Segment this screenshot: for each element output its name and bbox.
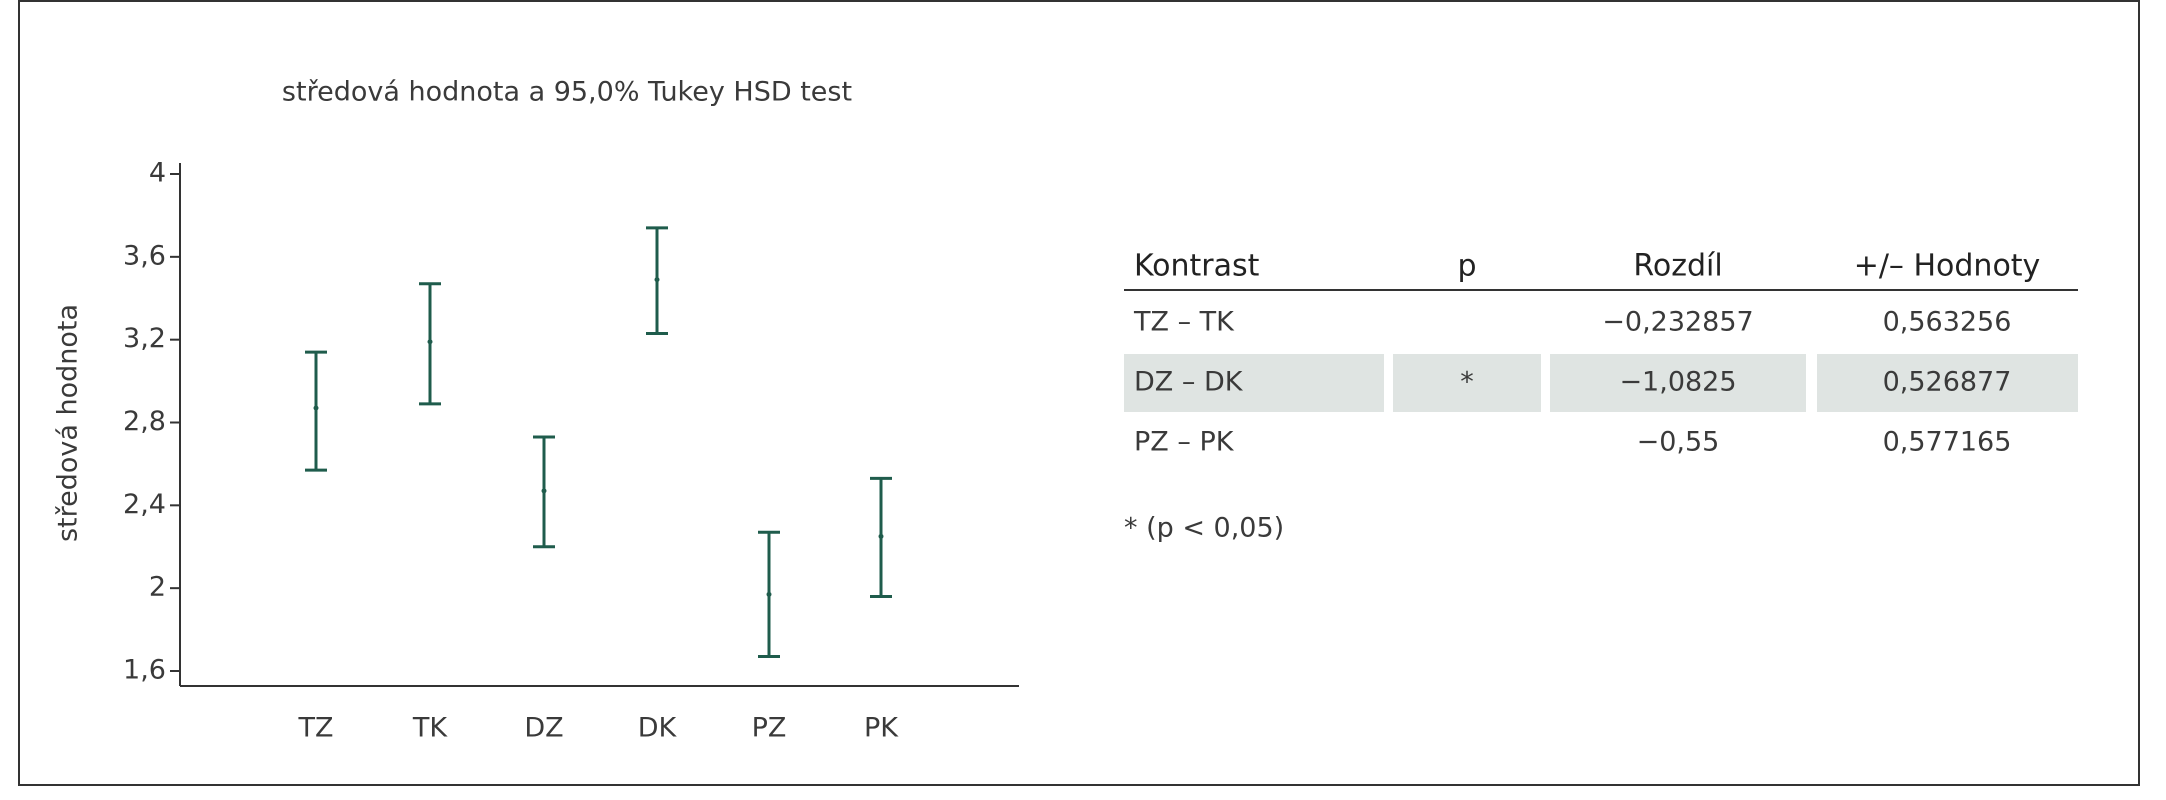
row-shade bbox=[1393, 354, 1541, 412]
table-cell: 0,526877 bbox=[1883, 367, 2012, 398]
table-cell: 0,563256 bbox=[1883, 307, 2012, 338]
mean-point bbox=[766, 591, 772, 597]
y-tick-label: 3,2 bbox=[123, 323, 166, 354]
mean-point bbox=[313, 405, 319, 411]
error-bar bbox=[419, 282, 441, 406]
x-tick-label: PZ bbox=[752, 713, 787, 744]
row-shade bbox=[1550, 354, 1806, 412]
y-tick-label: 2,8 bbox=[123, 406, 166, 437]
mean-point bbox=[427, 339, 433, 345]
table-cell: −0,232857 bbox=[1602, 307, 1753, 338]
y-tick-label: 2 bbox=[149, 572, 166, 603]
error-bar bbox=[870, 476, 892, 598]
mean-point bbox=[654, 277, 660, 283]
y-tick-label: 1,6 bbox=[123, 655, 166, 686]
frame bbox=[18, 0, 2140, 786]
table-cell: −1,0825 bbox=[1619, 367, 1736, 398]
table-cell: * bbox=[1460, 367, 1474, 398]
y-tick-label: 3,6 bbox=[123, 240, 166, 271]
mean-point bbox=[878, 533, 884, 539]
footnote: * (p < 0,05) bbox=[1124, 513, 1284, 544]
y-tick-label: 4 bbox=[149, 158, 166, 189]
row-shade bbox=[1124, 354, 1384, 412]
table-cell: DZ – DK bbox=[1134, 367, 1244, 398]
table-header: p bbox=[1457, 249, 1476, 284]
x-tick-label: PK bbox=[864, 713, 899, 744]
error-bar bbox=[305, 350, 327, 472]
x-tick-label: DK bbox=[638, 713, 678, 744]
x-tick-label: DZ bbox=[524, 713, 563, 744]
table-cell: 0,577165 bbox=[1883, 427, 2012, 458]
y-tick-label: 2,4 bbox=[123, 489, 166, 520]
y-axis-label: středová hodnota bbox=[53, 304, 84, 542]
table-header: Rozdíl bbox=[1633, 249, 1722, 284]
table-header: +/– Hodnoty bbox=[1854, 249, 2041, 284]
error-bar bbox=[758, 530, 780, 659]
mean-point bbox=[541, 488, 547, 494]
table: Kontrast p Rozdíl +/– Hodnoty TZ – TK −0,2328… bbox=[1124, 249, 2078, 458]
x-tick-label: TK bbox=[412, 713, 448, 744]
table-cell: PZ – PK bbox=[1134, 427, 1235, 458]
chart-title: středová hodnota a 95,0% Tukey HSD test bbox=[282, 77, 852, 108]
table-header: Kontrast bbox=[1134, 249, 1260, 284]
row-shade bbox=[1817, 354, 2078, 412]
error-bar bbox=[646, 226, 668, 335]
error-bar bbox=[533, 435, 555, 549]
x-tick-label: TZ bbox=[298, 713, 334, 744]
table-cell: TZ – TK bbox=[1133, 307, 1235, 338]
table-cell: −0,55 bbox=[1637, 427, 1720, 458]
